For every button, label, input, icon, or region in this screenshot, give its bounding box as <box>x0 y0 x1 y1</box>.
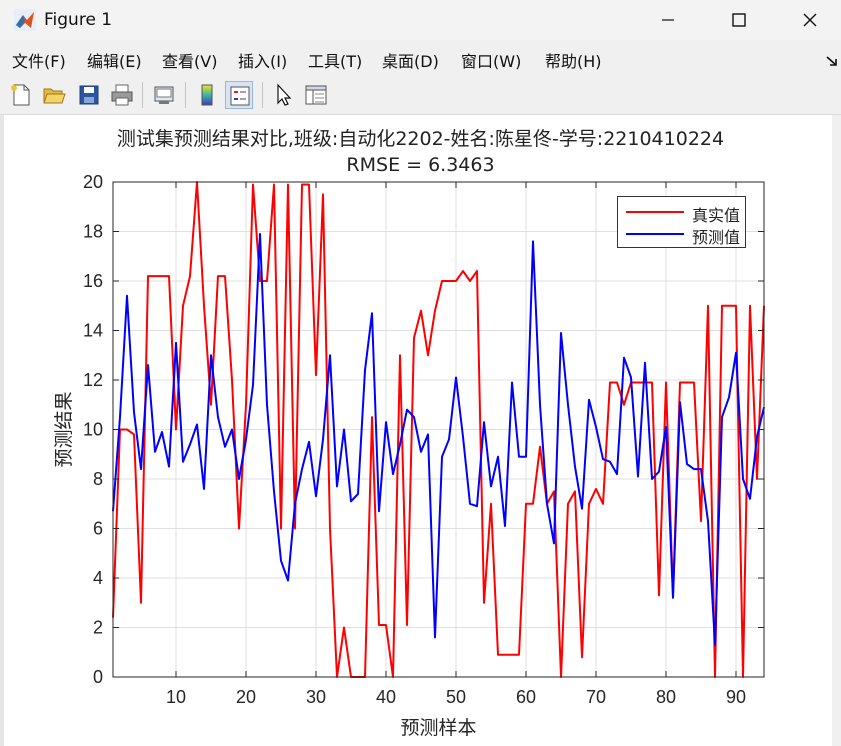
plot-subtitle-rmse: RMSE = 6.3463 <box>346 154 495 176</box>
y-tick-label: 0 <box>93 667 103 687</box>
y-tick-label: 14 <box>83 321 103 341</box>
print-button[interactable] <box>108 81 136 109</box>
x-tick-label: 60 <box>516 687 536 707</box>
menu-file[interactable]: 文件(F) <box>12 52 66 71</box>
x-tick-label: 40 <box>376 687 396 707</box>
colorbar-icon <box>201 84 213 106</box>
x-tick-label: 10 <box>166 687 186 707</box>
maximize-button[interactable] <box>714 0 764 40</box>
legend-entry-predicted: 预测值 <box>624 224 742 247</box>
colorbar-button[interactable] <box>193 81 221 109</box>
y-tick-label: 20 <box>83 172 103 192</box>
save-button[interactable] <box>75 81 103 109</box>
y-tick-label: 12 <box>83 370 103 390</box>
x-tick-label: 70 <box>586 687 606 707</box>
print-icon <box>111 84 133 106</box>
y-tick-label: 2 <box>93 618 103 638</box>
window-title: Figure 1 <box>44 10 113 30</box>
pointer-button[interactable] <box>270 81 298 109</box>
property-inspector-icon <box>305 85 327 105</box>
menu-tools[interactable]: 工具(T) <box>308 52 363 71</box>
dock-arrow-icon[interactable] <box>826 52 838 71</box>
property-inspector-button[interactable] <box>302 81 330 109</box>
window-right-edge <box>832 115 841 746</box>
legend-button[interactable] <box>225 81 253 109</box>
y-tick-label: 16 <box>83 271 103 291</box>
y-tick-label: 10 <box>83 420 103 440</box>
legend-swatch-actual <box>626 211 684 213</box>
close-button[interactable] <box>785 0 835 40</box>
y-tick-label: 8 <box>93 469 103 489</box>
x-tick-label: 30 <box>306 687 326 707</box>
new-figure-button[interactable] <box>7 81 35 109</box>
plot-title: 测试集预测结果对比,班级:自动化2202-姓名:陈星佟-学号:221041022… <box>116 128 725 150</box>
x-tick-label: 80 <box>656 687 676 707</box>
y-tick-label: 18 <box>83 222 103 242</box>
toolbar-separator <box>142 82 143 108</box>
predicted-series-line <box>112 233 765 646</box>
legend-label-actual: 真实值 <box>692 206 741 225</box>
minimize-button[interactable] <box>643 0 693 40</box>
toolbar-separator <box>262 82 263 108</box>
x-tick-label: 20 <box>236 687 256 707</box>
pointer-icon <box>277 83 292 106</box>
menu-help[interactable]: 帮助(H) <box>545 52 602 71</box>
x-axis-label: 预测样本 <box>400 717 476 739</box>
menu-edit[interactable]: 编辑(E) <box>87 52 142 71</box>
x-tick-label: 50 <box>446 687 466 707</box>
maximize-icon <box>732 13 746 27</box>
open-file-button[interactable] <box>40 81 68 109</box>
menu-desktop[interactable]: 桌面(D) <box>382 52 439 71</box>
legend-swatch-predicted <box>626 233 684 235</box>
save-icon <box>79 85 99 105</box>
toolbar <box>0 76 841 115</box>
x-tick-label: 90 <box>726 687 746 707</box>
actual-series-line <box>112 181 765 678</box>
new-figure-icon <box>11 84 30 106</box>
menu-insert[interactable]: 插入(I) <box>238 52 288 71</box>
matlab-logo-icon <box>14 9 36 31</box>
link-plot-button[interactable] <box>150 81 178 109</box>
legend-entry-actual: 真实值 <box>624 202 742 225</box>
y-tick-label: 6 <box>93 519 103 539</box>
menu-bar: 文件(F) 编辑(E) 查看(V) 插入(I) 工具(T) 桌面(D) 窗口(W… <box>0 40 841 76</box>
legend-label-predicted: 预测值 <box>692 228 741 247</box>
menu-window[interactable]: 窗口(W) <box>461 52 522 71</box>
title-bar: Figure 1 <box>0 0 841 40</box>
background-window-edge <box>0 115 4 746</box>
toolbar-separator <box>185 82 186 108</box>
y-tick-label: 4 <box>93 568 103 588</box>
y-axis-label: 预测结果 <box>53 391 75 467</box>
menu-view[interactable]: 查看(V) <box>162 52 218 71</box>
minimize-icon <box>662 19 674 21</box>
legend-box[interactable]: 真实值 预测值 <box>617 196 746 248</box>
legend-icon <box>230 86 250 106</box>
close-icon <box>803 13 817 27</box>
link-plot-icon <box>154 86 174 104</box>
open-file-icon <box>43 88 66 104</box>
